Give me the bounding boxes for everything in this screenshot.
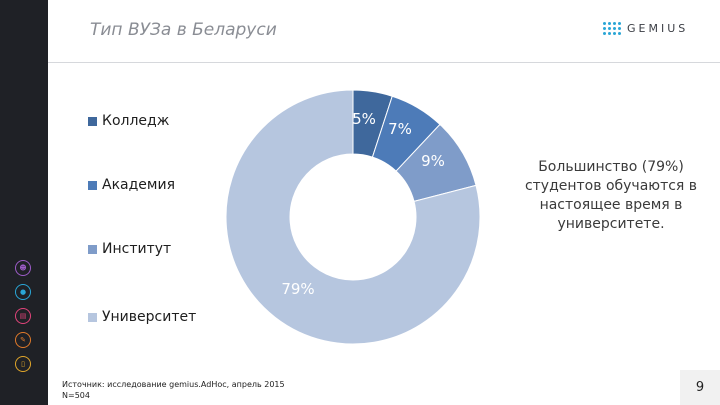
summary-note: Большинство (79%) студентов обучаются в …: [524, 159, 698, 232]
bulb-icon[interactable]: ●: [15, 284, 31, 300]
source-line: Источник: исследование gemius.AdHoc, апр…: [62, 380, 285, 389]
gemius-logo: GEMIUS: [603, 22, 688, 35]
legend-item: Колледж: [88, 113, 169, 129]
slice-data-label: 79%: [281, 280, 314, 298]
cart-icon[interactable]: ▤: [15, 308, 31, 324]
legend-item: Университет: [88, 309, 196, 325]
legend-label: Академия: [102, 177, 175, 193]
slice-data-label: 9%: [421, 152, 445, 170]
sample-size: N=504: [62, 391, 90, 400]
legend-swatch: [88, 244, 97, 254]
legend-item: Институт: [88, 241, 171, 257]
legend-label: Институт: [102, 241, 172, 257]
legend-label: Колледж: [102, 113, 170, 129]
slice-data-label: 7%: [388, 120, 412, 138]
slice-data-label: 5%: [352, 110, 376, 128]
donut-slice: [225, 89, 481, 345]
legend-item: Академия: [88, 177, 175, 193]
wrench-icon[interactable]: ✎: [15, 332, 31, 348]
legend-swatch: [88, 116, 97, 126]
page-number: 9: [680, 370, 720, 405]
legend-swatch: [88, 312, 97, 322]
source-note: Источник: исследование gemius.AdHoc, апр…: [62, 379, 285, 401]
logo-dots-icon: [603, 22, 621, 35]
slide-title: Тип ВУЗа в Беларуси: [90, 20, 277, 40]
title-divider: [48, 62, 720, 63]
phone-icon[interactable]: ▯: [15, 356, 31, 372]
legend-label: Университет: [102, 309, 197, 325]
legend-swatch: [88, 180, 97, 190]
logo-text: GEMIUS: [627, 22, 689, 35]
people-icon[interactable]: ☻: [15, 260, 31, 276]
